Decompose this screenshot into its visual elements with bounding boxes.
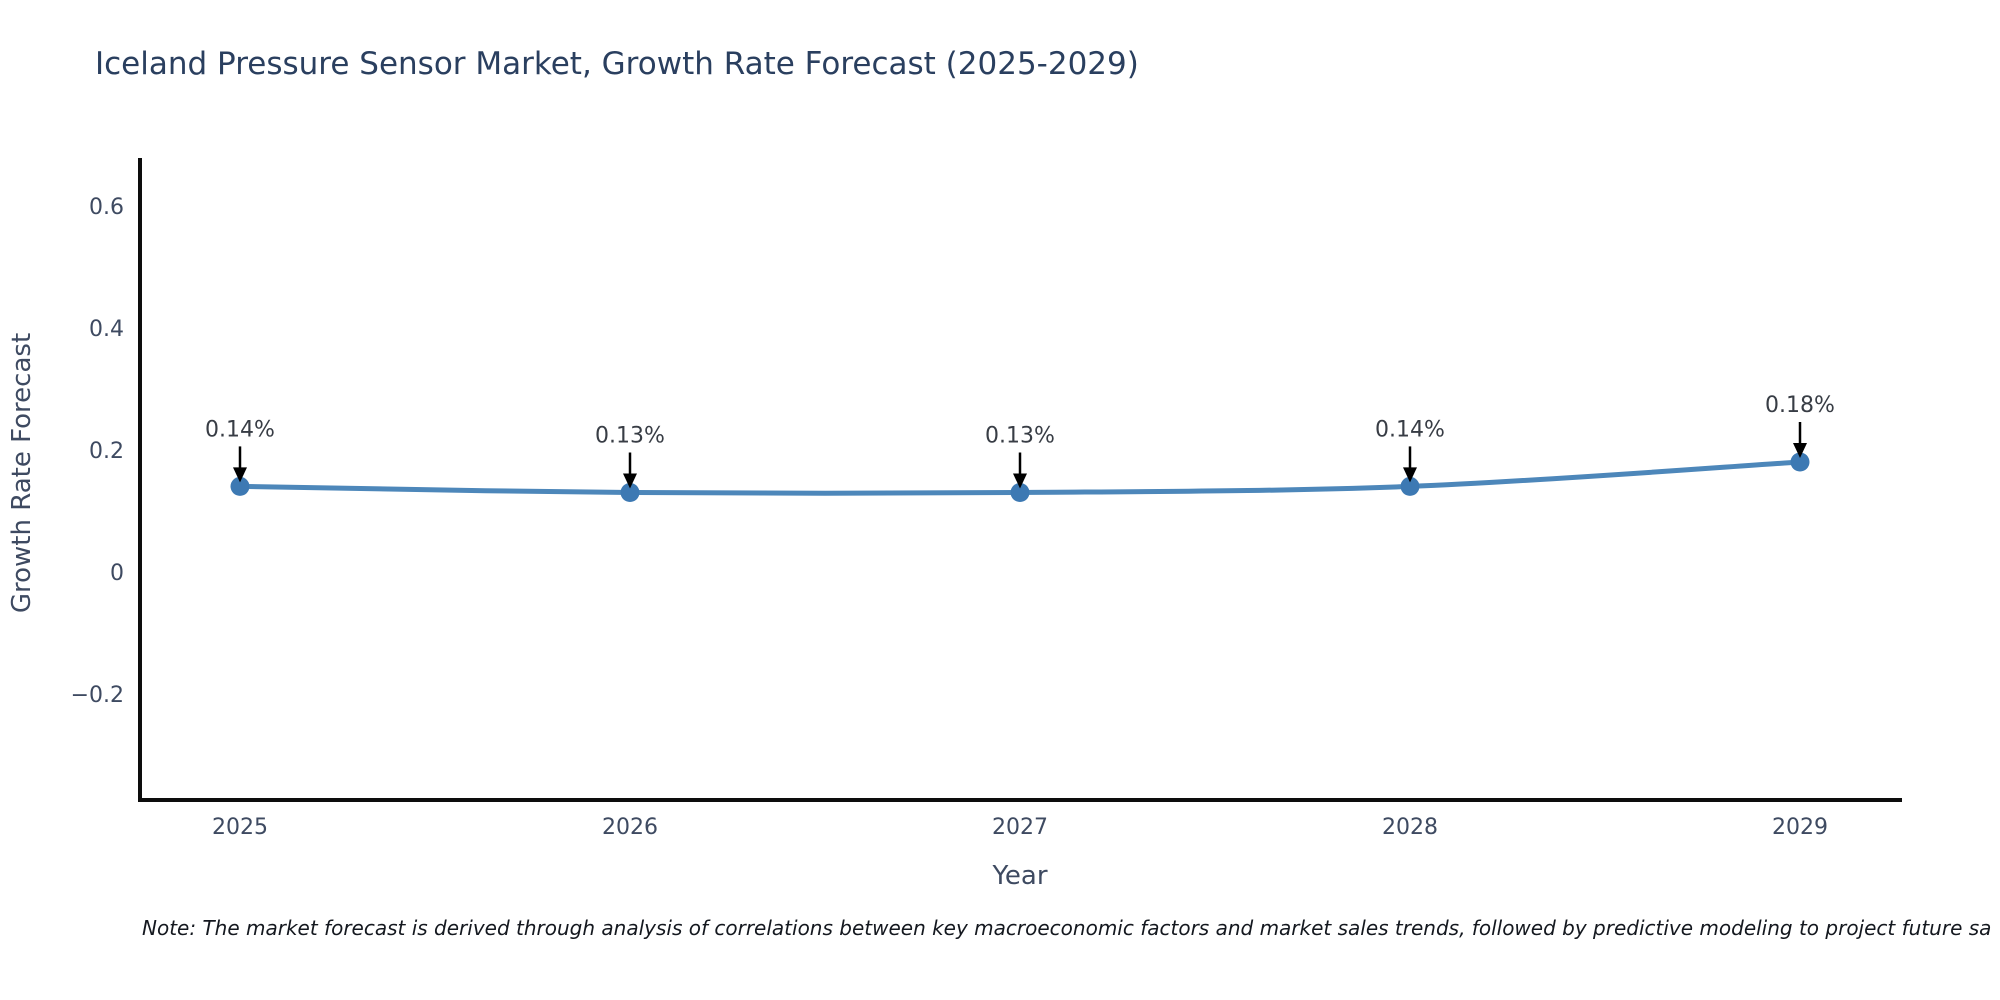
annotation-arrowhead: [1793, 443, 1807, 459]
y-axis-title: Growth Rate Forecast: [7, 333, 37, 613]
y-tick-label: −0.2: [71, 683, 124, 708]
data-point: [1400, 476, 1420, 496]
data-point: [620, 483, 640, 503]
annotation-arrowhead: [623, 473, 637, 489]
data-label: 0.13%: [595, 424, 665, 449]
x-tick-label: 2025: [212, 815, 268, 840]
x-tick-label: 2029: [1772, 815, 1828, 840]
data-point: [230, 476, 250, 496]
y-tick-label: 0.4: [89, 317, 124, 342]
data-point: [1790, 452, 1810, 472]
x-tick-label: 2028: [1382, 815, 1438, 840]
data-label: 0.14%: [1375, 417, 1445, 442]
x-axis-title: Year: [991, 861, 1047, 891]
y-tick-label: 0.6: [89, 195, 124, 220]
y-tick-label: 0.2: [89, 439, 124, 464]
data-label: 0.13%: [985, 424, 1055, 449]
x-tick-label: 2027: [992, 815, 1048, 840]
annotation-arrowhead: [233, 467, 247, 483]
data-point: [1010, 483, 1030, 503]
data-label: 0.14%: [205, 417, 275, 442]
annotation-arrowhead: [1013, 473, 1027, 489]
axis-spines: [138, 158, 1902, 802]
data-label: 0.18%: [1765, 393, 1835, 418]
x-tick-label: 2026: [602, 815, 658, 840]
y-tick-label: 0: [110, 561, 124, 586]
annotation-arrowhead: [1403, 467, 1417, 483]
footnote: Note: The market forecast is derived thr…: [142, 916, 1992, 940]
chart-title: Iceland Pressure Sensor Market, Growth R…: [95, 46, 1139, 82]
